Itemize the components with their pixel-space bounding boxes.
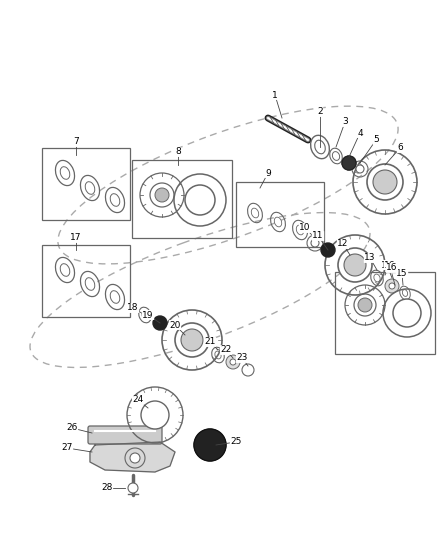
Text: 26: 26 (66, 424, 78, 432)
Ellipse shape (403, 289, 408, 296)
Text: 24: 24 (132, 395, 144, 405)
Text: 19: 19 (142, 311, 154, 319)
Ellipse shape (60, 264, 70, 276)
Circle shape (150, 183, 174, 207)
Polygon shape (90, 442, 175, 472)
Circle shape (194, 429, 226, 461)
Circle shape (230, 359, 236, 365)
Circle shape (153, 316, 167, 330)
Text: 12: 12 (337, 239, 349, 248)
Text: 16: 16 (386, 263, 398, 272)
Circle shape (185, 185, 215, 215)
Text: 22: 22 (220, 345, 232, 354)
Text: 17: 17 (70, 233, 82, 243)
Bar (335, 272, 435, 354)
Bar (132, 160, 232, 238)
Circle shape (130, 453, 140, 463)
Text: 23: 23 (237, 353, 247, 362)
Ellipse shape (315, 140, 325, 154)
Ellipse shape (251, 208, 259, 218)
FancyBboxPatch shape (88, 426, 162, 444)
Ellipse shape (374, 274, 380, 282)
Circle shape (338, 248, 372, 282)
Text: 3: 3 (342, 117, 348, 126)
Text: 8: 8 (175, 148, 181, 157)
Circle shape (342, 156, 356, 170)
Text: 21: 21 (204, 337, 215, 346)
Text: 7: 7 (73, 138, 79, 147)
Text: 6: 6 (397, 143, 403, 152)
Ellipse shape (60, 167, 70, 179)
Text: 10: 10 (299, 223, 311, 232)
Text: 11: 11 (312, 231, 324, 240)
Circle shape (389, 283, 395, 289)
Ellipse shape (142, 311, 148, 319)
Circle shape (175, 323, 209, 357)
Text: 20: 20 (170, 320, 181, 329)
Text: 14: 14 (381, 261, 393, 270)
Circle shape (356, 165, 364, 173)
Ellipse shape (215, 351, 221, 359)
Text: 15: 15 (396, 269, 408, 278)
Circle shape (226, 355, 240, 369)
Ellipse shape (85, 182, 95, 195)
Text: 18: 18 (127, 303, 139, 312)
Text: 13: 13 (364, 254, 376, 262)
Circle shape (344, 254, 366, 276)
Circle shape (358, 298, 372, 312)
Circle shape (128, 483, 138, 493)
Bar (42, 245, 130, 317)
Text: 9: 9 (265, 168, 271, 177)
Circle shape (311, 239, 319, 247)
Circle shape (181, 329, 203, 351)
Text: 2: 2 (317, 108, 323, 117)
Bar (236, 182, 324, 247)
Circle shape (393, 299, 421, 327)
Text: 5: 5 (373, 135, 379, 144)
Circle shape (141, 401, 169, 429)
Circle shape (321, 243, 335, 257)
Text: 25: 25 (230, 438, 242, 447)
Text: 4: 4 (357, 128, 363, 138)
Ellipse shape (332, 151, 339, 160)
Circle shape (385, 279, 399, 293)
Ellipse shape (274, 217, 282, 227)
Circle shape (354, 294, 376, 316)
Text: 27: 27 (61, 443, 73, 453)
Circle shape (373, 170, 397, 194)
Ellipse shape (296, 225, 304, 235)
Text: 28: 28 (101, 483, 113, 492)
Ellipse shape (110, 290, 120, 303)
Bar (42, 148, 130, 220)
Text: 1: 1 (272, 91, 278, 100)
Ellipse shape (110, 193, 120, 206)
Circle shape (155, 188, 169, 202)
Circle shape (367, 164, 403, 200)
Text: 16: 16 (384, 261, 396, 270)
Ellipse shape (85, 278, 95, 290)
